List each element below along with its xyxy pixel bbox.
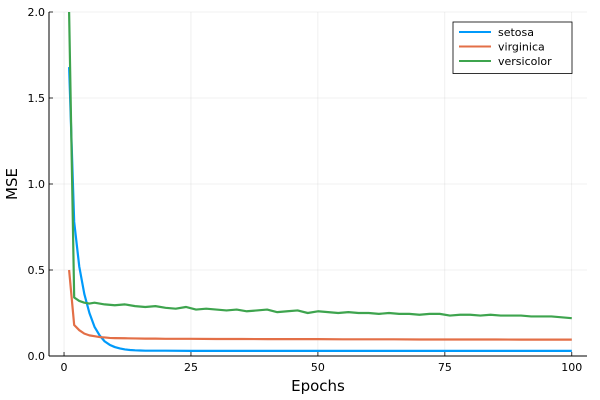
series-line-versicolor: [68, 12, 572, 320]
x-tick-label: 50: [311, 361, 325, 374]
y-axis-label: MSE: [3, 168, 21, 200]
series-line-setosa: [68, 67, 572, 352]
x-tick-label: 0: [61, 361, 68, 374]
legend-label-virginica: virginica: [498, 41, 545, 54]
series-lines: [68, 12, 572, 352]
y-tick-label: 1.5: [28, 92, 46, 105]
legend-box: [452, 21, 573, 74]
x-axis-label: Epochs: [291, 377, 345, 395]
y-tick-label: 1.0: [28, 178, 46, 191]
series-line-virginica: [68, 269, 572, 341]
axes: [48, 11, 587, 357]
y-tick-label: 2.0: [28, 6, 46, 19]
legend-label-versicolor: versicolor: [498, 55, 552, 68]
x-tick-label: 100: [561, 361, 582, 374]
legend-label-setosa: setosa: [498, 26, 534, 39]
x-tick-label: 75: [438, 361, 452, 374]
tick-labels: 0 25 50 75 100 0.0 0.5 1.0 1.5 2.0: [28, 6, 583, 374]
y-tick-label: 0.5: [28, 264, 46, 277]
x-tick-label: 25: [184, 361, 198, 374]
y-tick-label: 0.0: [28, 350, 46, 363]
